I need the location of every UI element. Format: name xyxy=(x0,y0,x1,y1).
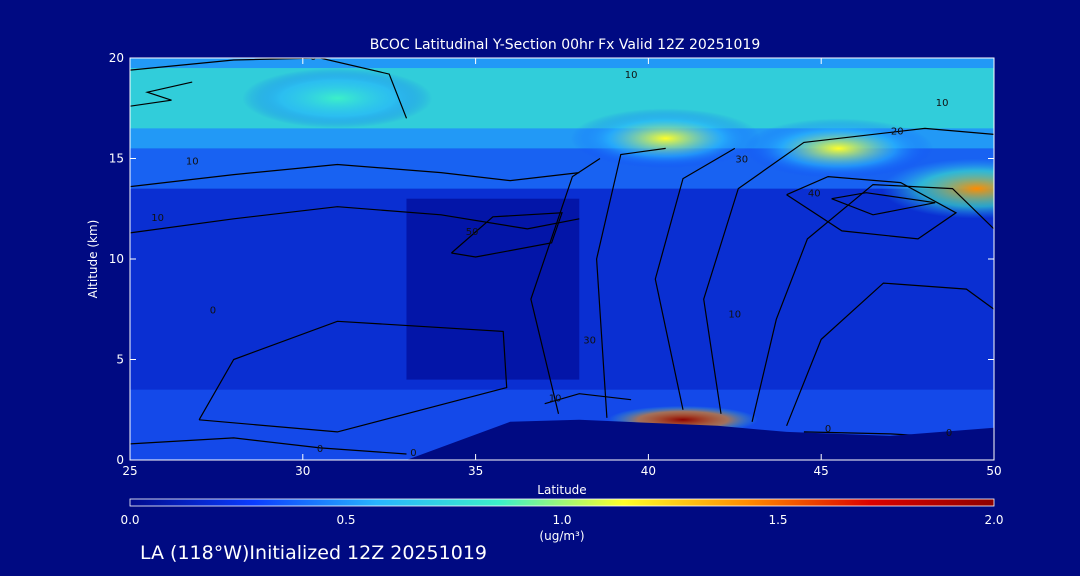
y-tick-label: 5 xyxy=(116,353,124,367)
colorbar-tick-label: 2.0 xyxy=(984,513,1003,527)
contour-lines xyxy=(130,58,994,455)
contour-label: 40 xyxy=(808,189,821,200)
y-tick-label: 20 xyxy=(109,51,124,65)
contour-line xyxy=(654,147,736,410)
contour-label: 50 xyxy=(466,227,479,238)
colorbar-unit-label: (ug/m³) xyxy=(539,529,584,543)
init-caption: LA (118°W)Initialized 12Z 20251019 xyxy=(140,542,487,564)
colorbar: 0.0 0.5 1.0 1.5 2.0 (ug/m³) xyxy=(120,498,1004,543)
contour-line xyxy=(544,393,632,405)
contour-label: 10 xyxy=(728,309,741,320)
contour-label: 30 xyxy=(735,155,748,166)
colorbar-tick-label: 1.5 xyxy=(768,513,787,527)
field-hotspot xyxy=(881,158,994,219)
contour-label: 30 xyxy=(583,335,596,346)
contour-label: 20 xyxy=(891,126,904,137)
colorbar-ramp xyxy=(129,498,995,507)
y-tick-label: 10 xyxy=(109,252,124,266)
contour-line xyxy=(786,282,994,427)
contour-label: 10 xyxy=(549,394,562,405)
chart-title: BCOC Latitudinal Y-Section 00hr Fx Valid… xyxy=(370,37,760,53)
contour-label: 0 xyxy=(946,428,952,439)
contour-label: 10 xyxy=(625,70,638,81)
field-hotspot xyxy=(570,108,761,169)
contour-line xyxy=(703,127,994,414)
colorbar-ticks: 0.0 0.5 1.0 1.5 2.0 xyxy=(120,513,1003,527)
terrain xyxy=(130,419,994,460)
contour-labels: 0 10 10 20 10 10 30 40 50 0 30 10 10 0 0 0 0 xyxy=(151,52,952,459)
x-tick-label: 40 xyxy=(641,464,656,478)
contour-label: 10 xyxy=(186,157,199,168)
x-tick-label: 45 xyxy=(814,464,829,478)
x-tick-label: 35 xyxy=(468,464,483,478)
contour-line xyxy=(451,212,563,258)
contour-label: 10 xyxy=(936,98,949,109)
y-axis-ticks: 0 5 10 15 20 xyxy=(109,51,994,467)
contour-label: 0 xyxy=(410,448,416,459)
x-tick-label: 50 xyxy=(986,464,1001,478)
contour-label: 0 xyxy=(310,52,316,63)
contour-line xyxy=(831,192,936,216)
field-low-core xyxy=(406,198,580,380)
contour-line xyxy=(595,147,666,418)
contour-line xyxy=(751,183,994,422)
x-tick-label: 30 xyxy=(295,464,310,478)
field-hotspot xyxy=(743,118,934,179)
y-tick-label: 15 xyxy=(109,152,124,166)
contour-line xyxy=(130,163,580,188)
colorbar-tick-label: 0.5 xyxy=(336,513,355,527)
y-axis-label: Altitude (km) xyxy=(86,220,100,299)
contour-label: 0 xyxy=(210,305,216,316)
contour-label: 0 xyxy=(317,444,323,455)
contour-label: 10 xyxy=(151,213,164,224)
x-tick-label: 25 xyxy=(122,464,137,478)
contour-line xyxy=(786,175,958,240)
x-axis-ticks: 25 30 35 40 45 50 xyxy=(122,58,1002,478)
contour-line xyxy=(198,320,508,433)
contour-line xyxy=(130,206,580,234)
contour-label: 0 xyxy=(825,424,831,435)
x-axis-label: Latitude xyxy=(537,483,586,497)
field-hotspot xyxy=(242,68,433,129)
contour-line xyxy=(130,81,193,107)
colorbar-tick-label: 1.0 xyxy=(552,513,571,527)
y-tick-label: 0 xyxy=(116,453,124,467)
contour-line xyxy=(130,58,408,119)
plot-area: 0 10 10 20 10 10 30 40 50 0 30 10 10 0 0 0 0 xyxy=(130,52,994,460)
colorbar-tick-label: 0.0 xyxy=(120,513,139,527)
contour-line xyxy=(530,157,601,414)
contour-line xyxy=(130,437,407,455)
